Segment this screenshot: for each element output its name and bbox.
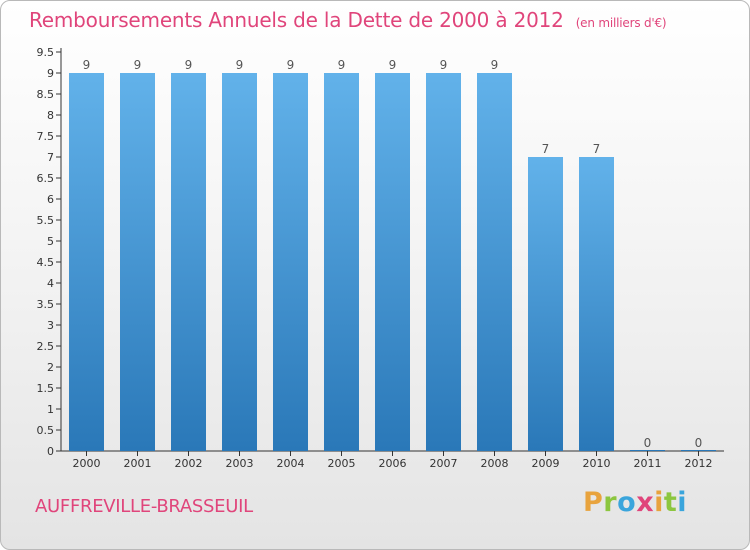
y-tick-label: 6.5: [37, 172, 55, 185]
bar-2002: [171, 73, 206, 451]
y-tick-label: 1: [47, 403, 54, 416]
bar-2008: [477, 73, 512, 451]
logo-letter: t: [663, 487, 678, 518]
chart-subtitle: (en milliers d'€): [575, 16, 667, 30]
logo-letter: i: [677, 487, 688, 518]
bar-2003: [222, 73, 257, 451]
bar-2007: [426, 73, 461, 451]
bars: [69, 73, 716, 451]
value-label-2008: 9: [491, 58, 499, 72]
y-tick-label: 1.5: [37, 382, 55, 395]
value-label-2000: 9: [83, 58, 91, 72]
value-label-2002: 9: [185, 58, 193, 72]
y-tick-label: 8: [47, 109, 54, 122]
x-tick-label: 2002: [175, 457, 203, 470]
value-label-2005: 9: [338, 58, 346, 72]
x-tick-label: 2000: [73, 457, 101, 470]
bar-2012: [681, 450, 716, 451]
logo-letter: i: [654, 487, 664, 518]
x-tick-label: 2011: [634, 457, 662, 470]
x-tick-label: 2012: [685, 457, 713, 470]
value-label-2004: 9: [287, 58, 295, 72]
x-tick-label: 2001: [124, 457, 152, 470]
value-label-2012: 0: [695, 436, 703, 450]
chart-title-text: Remboursements Annuels de la Dette de 20…: [29, 8, 564, 32]
bar-2005: [324, 73, 359, 451]
bar-2009: [528, 157, 563, 451]
value-label-2003: 9: [236, 58, 244, 72]
x-tick-label: 2004: [277, 457, 305, 470]
y-tick-label: 2.5: [37, 340, 55, 353]
y-tick-label: 4.5: [37, 256, 55, 269]
logo-letter: P: [583, 487, 604, 518]
proxiti-logo[interactable]: Proxiti: [583, 487, 687, 518]
y-tick-label: 7.5: [37, 130, 55, 143]
y-tick-label: 3.5: [37, 298, 55, 311]
logo-letter: x: [636, 487, 655, 518]
x-tick-label: 2006: [379, 457, 407, 470]
x-tick-label: 2010: [583, 457, 611, 470]
bar-2011: [630, 450, 665, 451]
value-label-2011: 0: [644, 436, 652, 450]
y-tick-label: 0: [47, 445, 54, 458]
value-labels: 9 9 9 9 9 9 9 9 9 7 7 0 0: [83, 58, 703, 450]
y-tick-label: 5.5: [37, 214, 55, 227]
logo-letter: o: [617, 487, 637, 518]
logo-letter: r: [603, 487, 618, 518]
bar-2004: [273, 73, 308, 451]
value-label-2009: 7: [542, 142, 550, 156]
bar-2010: [579, 157, 614, 451]
x-tick-label: 2003: [226, 457, 254, 470]
y-tick-label: 6: [47, 193, 54, 206]
x-tick-label: 2009: [532, 457, 560, 470]
bar-2001: [120, 73, 155, 451]
y-tick-label: 2: [47, 361, 54, 374]
y-tick-label: 3: [47, 319, 54, 332]
y-tick-label: 7: [47, 151, 54, 164]
chart-title: Remboursements Annuels de la Dette de 20…: [29, 8, 667, 32]
x-tick-label: 2005: [328, 457, 356, 470]
y-tick-label: 4: [47, 277, 54, 290]
axes: 0 0.5 1 1.5 2 2.5 3 3.5 4 4.5 5 5.5 6 6.5 7 7.5 8 8.5 9 9.5…: [37, 46, 724, 470]
value-label-2001: 9: [134, 58, 142, 72]
x-tick-label: 2008: [481, 457, 509, 470]
value-label-2006: 9: [389, 58, 397, 72]
x-tick-label: 2007: [430, 457, 458, 470]
value-label-2007: 9: [440, 58, 448, 72]
y-tick-label: 0.5: [37, 424, 55, 437]
value-label-2010: 7: [593, 142, 601, 156]
bar-2006: [375, 73, 410, 451]
commune-name: AUFFREVILLE-BRASSEUIL: [35, 496, 253, 517]
y-tick-label: 5: [47, 235, 54, 248]
bar-2000: [69, 73, 104, 451]
y-tick-label: 9: [47, 67, 54, 80]
y-tick-label: 9.5: [37, 46, 55, 59]
y-tick-label: 8.5: [37, 88, 55, 101]
